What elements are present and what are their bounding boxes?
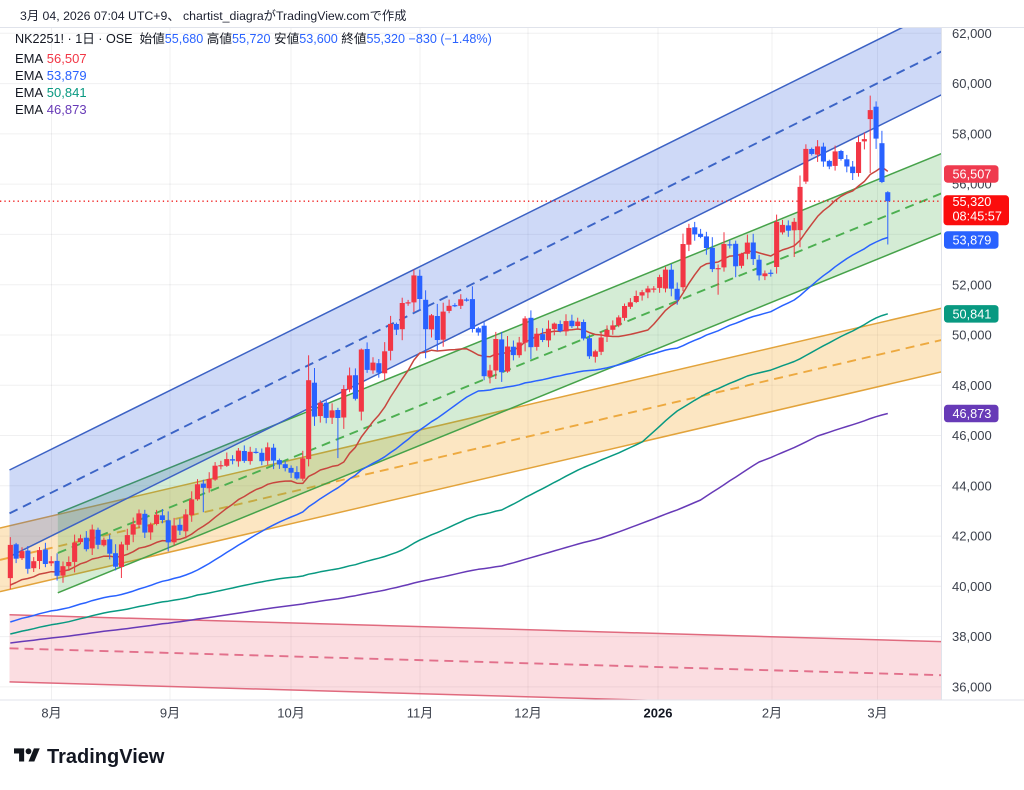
svg-text:12月: 12月 — [514, 706, 541, 721]
svg-text:NK2251! · 1日 · OSE 始値55,680 高: NK2251! · 1日 · OSE 始値55,680 高値55,720 安値5… — [15, 31, 492, 46]
svg-text:52,000: 52,000 — [952, 277, 992, 292]
svg-text:2月: 2月 — [762, 706, 782, 721]
svg-text:50,000: 50,000 — [952, 328, 992, 343]
svg-text:40,000: 40,000 — [952, 579, 992, 594]
svg-text:36,000: 36,000 — [952, 680, 992, 695]
svg-text:56,507: 56,507 — [953, 168, 992, 182]
svg-text:60,000: 60,000 — [952, 76, 992, 91]
svg-text:EMA 56,507: EMA 56,507 — [15, 51, 87, 66]
svg-text:50,841: 50,841 — [953, 307, 992, 321]
svg-text:11月: 11月 — [407, 706, 434, 721]
svg-text:53,879: 53,879 — [953, 234, 992, 248]
svg-text:10月: 10月 — [277, 706, 304, 721]
svg-text:EMA 53,879: EMA 53,879 — [15, 68, 87, 83]
svg-text:2026: 2026 — [644, 706, 673, 721]
svg-text:46,873: 46,873 — [953, 407, 992, 421]
svg-text:58,000: 58,000 — [952, 127, 992, 142]
svg-text:9月: 9月 — [160, 706, 180, 721]
svg-text:3月 04, 2026 07:04 UTC+9、 chart: 3月 04, 2026 07:04 UTC+9、 chartist_diagra… — [20, 8, 407, 23]
svg-text:48,000: 48,000 — [952, 378, 992, 393]
svg-text:46,000: 46,000 — [952, 428, 992, 443]
svg-text:55,320: 55,320 — [953, 195, 992, 209]
svg-text:38,000: 38,000 — [952, 629, 992, 644]
svg-text:TradingView: TradingView — [47, 746, 165, 768]
svg-text:EMA 50,841: EMA 50,841 — [15, 85, 87, 100]
svg-text:44,000: 44,000 — [952, 478, 992, 493]
svg-text:EMA 46,873: EMA 46,873 — [15, 102, 87, 117]
svg-text:8月: 8月 — [41, 706, 61, 721]
svg-text:62,000: 62,000 — [952, 26, 992, 41]
svg-text:3月: 3月 — [867, 706, 887, 721]
svg-text:08:45:57: 08:45:57 — [953, 210, 1002, 224]
svg-text:42,000: 42,000 — [952, 529, 992, 544]
